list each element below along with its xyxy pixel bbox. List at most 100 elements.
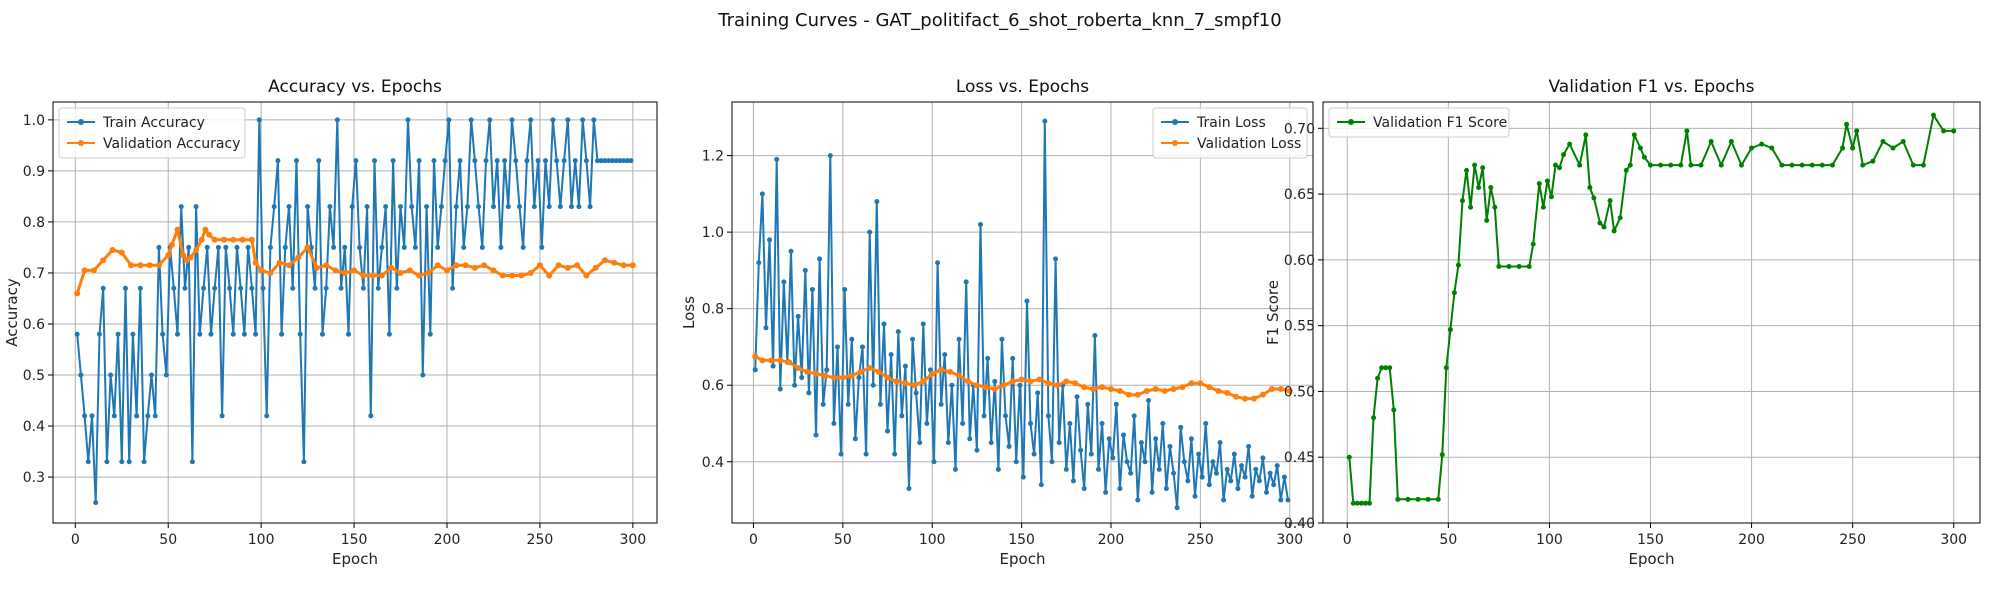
data-point [1149, 489, 1155, 495]
data-point [241, 331, 247, 337]
data-point [126, 459, 132, 465]
data-point [1637, 145, 1643, 151]
data-point [1063, 466, 1069, 472]
data-point [1552, 162, 1558, 168]
data-point [895, 329, 901, 335]
data-point [379, 244, 385, 250]
data-point [629, 262, 636, 269]
data-point [434, 262, 441, 269]
data-point [620, 262, 627, 269]
data-point [528, 117, 534, 123]
data-point [1395, 496, 1401, 502]
data-point [920, 321, 926, 327]
data-point [1920, 162, 1926, 168]
data-point [1728, 138, 1734, 144]
data-point [193, 246, 200, 253]
y-axis-label: Accuracy [3, 278, 21, 347]
data-point [357, 244, 363, 250]
data-point [305, 204, 311, 210]
data-point [763, 325, 769, 331]
data-point [1844, 121, 1850, 127]
data-point [1000, 382, 1007, 389]
data-point [461, 244, 467, 250]
data-point [168, 241, 175, 248]
data-point [1146, 398, 1152, 404]
data-point [286, 262, 293, 269]
data-point [524, 158, 530, 164]
data-point [1224, 389, 1231, 396]
data-point [267, 269, 274, 276]
data-point [1850, 145, 1856, 151]
data-point [974, 447, 980, 453]
data-point [180, 252, 187, 259]
data-point [187, 254, 194, 261]
data-point [1251, 395, 1258, 402]
series-line-1 [754, 120, 1289, 509]
data-point [204, 244, 210, 250]
data-point [323, 262, 330, 269]
data-point [1435, 496, 1441, 502]
data-point [401, 244, 407, 250]
data-point [572, 158, 578, 164]
data-point [1206, 384, 1213, 391]
data-point [1405, 496, 1411, 502]
data-point [875, 368, 882, 375]
data-point [580, 117, 586, 123]
data-point [759, 191, 765, 197]
data-point [1557, 165, 1563, 171]
data-point [1031, 451, 1037, 457]
data-point [1163, 486, 1169, 492]
data-point [90, 267, 97, 274]
data-point [942, 352, 948, 358]
y-tick-label: 0.6 [702, 378, 724, 394]
data-point [137, 262, 144, 269]
data-point [768, 357, 775, 364]
data-point [1443, 365, 1449, 371]
data-point [1455, 262, 1461, 268]
data-point [1197, 380, 1204, 387]
data-point [1049, 459, 1055, 465]
data-point [857, 368, 864, 375]
data-point [1890, 145, 1896, 151]
data-point [628, 158, 634, 164]
data-point [516, 204, 522, 210]
data-point [583, 158, 589, 164]
x-axis-label: Epoch [332, 550, 378, 568]
data-point [425, 269, 432, 276]
data-point [564, 264, 571, 271]
data-point [1484, 217, 1490, 223]
data-point [999, 336, 1005, 342]
data-point [1235, 486, 1241, 492]
data-point [842, 287, 848, 293]
data-point [304, 244, 311, 251]
data-point [601, 257, 608, 264]
data-point [1156, 466, 1162, 472]
data-point [212, 285, 218, 291]
data-point [592, 264, 599, 271]
x-tick-label: 100 [919, 532, 946, 548]
data-point [982, 384, 989, 391]
data-point [505, 204, 511, 210]
x-tick-label: 100 [248, 532, 275, 548]
data-point [165, 252, 172, 259]
data-point [198, 236, 205, 243]
data-point [234, 244, 240, 250]
data-point [1870, 158, 1876, 164]
y-tick-label: 0.65 [1284, 187, 1315, 203]
data-point [866, 364, 873, 371]
x-tick-label: 250 [1839, 532, 1866, 548]
data-point [910, 336, 916, 342]
y-tick-label: 0.4 [23, 419, 45, 435]
data-point [409, 204, 415, 210]
data-point [1006, 443, 1012, 449]
data-point [1530, 241, 1536, 247]
data-point [1221, 497, 1227, 503]
data-point [788, 248, 794, 254]
data-point [450, 285, 456, 291]
data-point [820, 401, 826, 407]
data-point [1253, 466, 1259, 472]
data-point [752, 367, 758, 373]
data-point [331, 244, 337, 250]
data-point [171, 285, 177, 291]
